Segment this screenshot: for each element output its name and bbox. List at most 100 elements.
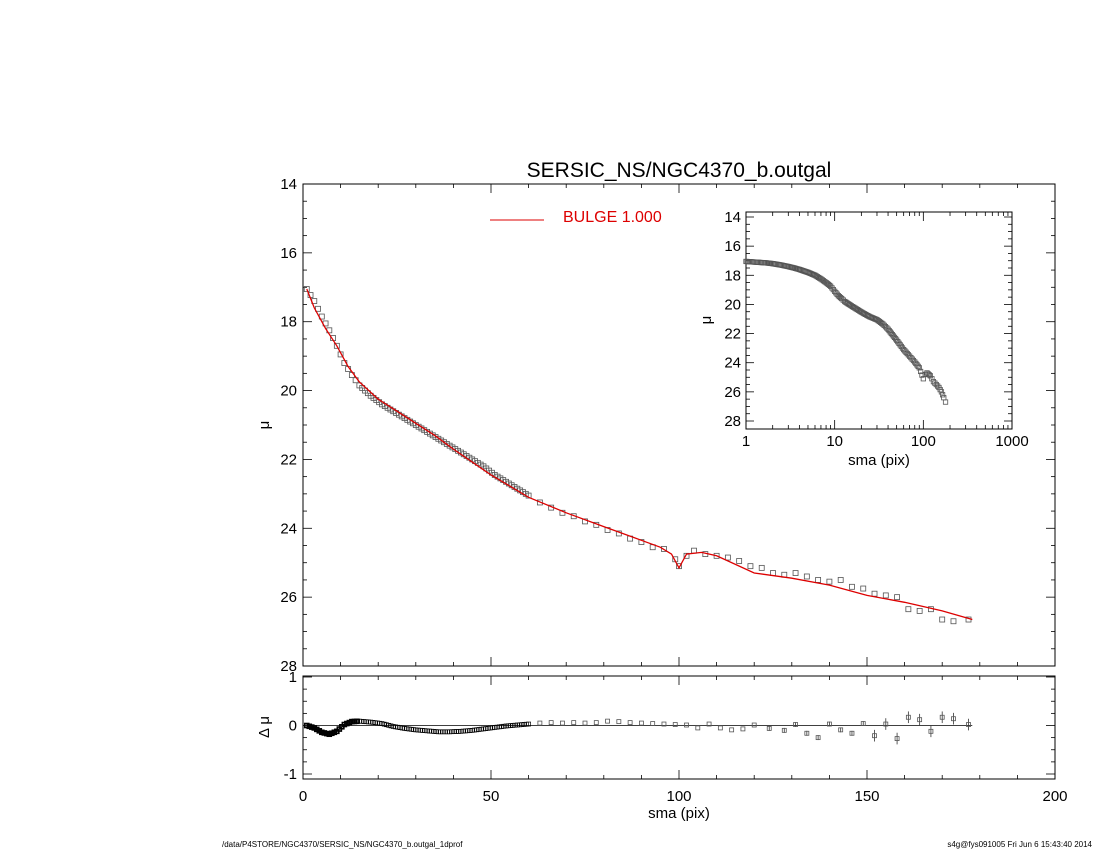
inset-data-point xyxy=(930,379,937,385)
residual-point xyxy=(717,725,723,731)
residual-point xyxy=(751,722,757,728)
main-data-point xyxy=(849,583,855,590)
residual-point xyxy=(905,714,911,720)
residual-panel: 0 50 100 150 200 10-1 sma (pix) Δ μ xyxy=(256,669,1068,822)
residual-point xyxy=(872,733,877,739)
residual-point xyxy=(827,721,832,727)
residual-point xyxy=(894,736,900,741)
inset-data-point xyxy=(926,372,932,378)
residual-x-tick-label: 200 xyxy=(1042,788,1067,805)
main-y-tick-labels: 14 16 18 20 22 24 26 28 xyxy=(280,176,297,675)
residual-point xyxy=(740,726,746,732)
residual-point xyxy=(883,721,889,727)
residual-x-tick-label: 0 xyxy=(299,788,307,805)
main-y-tick-label: 18 xyxy=(280,314,297,331)
main-y-ticks xyxy=(303,183,1055,667)
inset-y-tick-label: 26 xyxy=(724,384,741,401)
main-y-tick-label: 22 xyxy=(280,451,297,468)
inset-y-tick-label: 18 xyxy=(724,267,741,284)
main-profile-panel: SERSIC_NS/NGC4370_b.outgal 14 16 18 20 22 24 2… xyxy=(256,159,1056,675)
main-data-point xyxy=(905,606,912,613)
residual-point xyxy=(804,730,810,736)
residual-point xyxy=(781,727,787,733)
residual-point xyxy=(815,735,821,741)
residual-point xyxy=(537,720,543,726)
inset-data-point xyxy=(932,380,938,386)
inset-y-tick-label: 16 xyxy=(724,238,741,255)
inset-data-point xyxy=(938,389,945,395)
inset-x-tick-label: 100 xyxy=(911,433,936,450)
residual-y-tick-labels: 1 0 -1 xyxy=(284,669,297,783)
residual-point xyxy=(695,725,701,731)
residual-x-tick-label: 100 xyxy=(666,788,691,805)
main-y-tick-label: 20 xyxy=(280,383,297,400)
inset-y-ticks xyxy=(746,216,1012,422)
inset-y-axis-label: μ xyxy=(698,316,715,325)
inset-data-point xyxy=(918,368,924,375)
inset-data-point xyxy=(942,399,949,405)
main-x-ticks xyxy=(302,184,1056,666)
main-data-point xyxy=(803,573,810,580)
inset-data-point xyxy=(919,372,925,378)
main-data-point xyxy=(303,286,310,292)
residual-curve xyxy=(303,718,531,738)
residual-point xyxy=(706,721,712,727)
main-data-point xyxy=(826,578,833,585)
inset-data-point xyxy=(839,295,845,302)
residual-point xyxy=(838,727,844,733)
main-data-point xyxy=(837,577,844,583)
inset-y-tick-label: 20 xyxy=(724,296,741,313)
inset-data-point xyxy=(828,283,834,289)
residual-point xyxy=(849,730,855,736)
residual-point xyxy=(684,722,689,728)
inset-x-tick-label: 1 xyxy=(742,433,750,450)
main-data-point xyxy=(758,564,765,571)
residual-point xyxy=(616,719,622,725)
main-data-point xyxy=(747,563,754,570)
residual-point xyxy=(951,716,956,722)
inset-data-point xyxy=(916,365,922,371)
main-y-tick-label: 24 xyxy=(280,520,297,537)
main-data-point xyxy=(736,558,743,564)
residual-y-axis-label: Δ μ xyxy=(256,716,273,738)
residual-point xyxy=(650,721,656,726)
main-data-point xyxy=(683,552,690,559)
main-data-point xyxy=(724,554,731,561)
main-data-point xyxy=(894,594,900,601)
residual-points xyxy=(537,711,971,745)
inset-data-point xyxy=(927,373,933,379)
residual-point xyxy=(672,722,678,727)
residual-x-ticks xyxy=(302,676,1056,779)
main-data-point xyxy=(871,590,878,597)
residual-y-tick-label: -1 xyxy=(284,766,297,783)
residual-point xyxy=(627,720,633,725)
residual-point xyxy=(793,722,798,727)
residual-point xyxy=(939,714,945,720)
main-y-tick-label: 16 xyxy=(280,245,297,262)
inset-y-tick-label: 24 xyxy=(724,355,741,372)
residual-point xyxy=(661,721,667,727)
inset-y-tick-labels: 14 16 18 20 22 24 26 28 xyxy=(724,209,741,430)
residual-point xyxy=(928,728,934,734)
main-y-tick-label: 26 xyxy=(280,589,297,606)
residual-point xyxy=(605,718,610,724)
main-data-point xyxy=(882,592,889,599)
x-axis-label: sma (pix) xyxy=(648,805,710,822)
residual-point xyxy=(966,722,971,727)
residual-curve-point xyxy=(526,721,531,727)
inset-x-ticks xyxy=(745,212,1009,429)
residual-point xyxy=(571,720,577,725)
main-y-axis-label: μ xyxy=(256,421,273,430)
inset-x-axis-label: sma (pix) xyxy=(848,452,910,469)
inset-x-tick-label: 1000 xyxy=(995,433,1028,450)
footer-file-path: /data/P4STORE/NGC4370/SERSIC_NS/NGC4370_… xyxy=(222,840,463,849)
main-data-point xyxy=(792,570,799,576)
main-data-point xyxy=(315,305,321,312)
inset-y-tick-label: 14 xyxy=(724,209,741,226)
inset-log-panel: 1 10 100 1000 14 16 18 20 22 24 26 28 sma (pix) μ xyxy=(698,209,1029,469)
residual-point xyxy=(593,720,599,725)
residual-y-tick-label: 1 xyxy=(289,669,297,686)
bulge-model-line xyxy=(306,288,973,621)
inset-data-point xyxy=(939,392,946,398)
